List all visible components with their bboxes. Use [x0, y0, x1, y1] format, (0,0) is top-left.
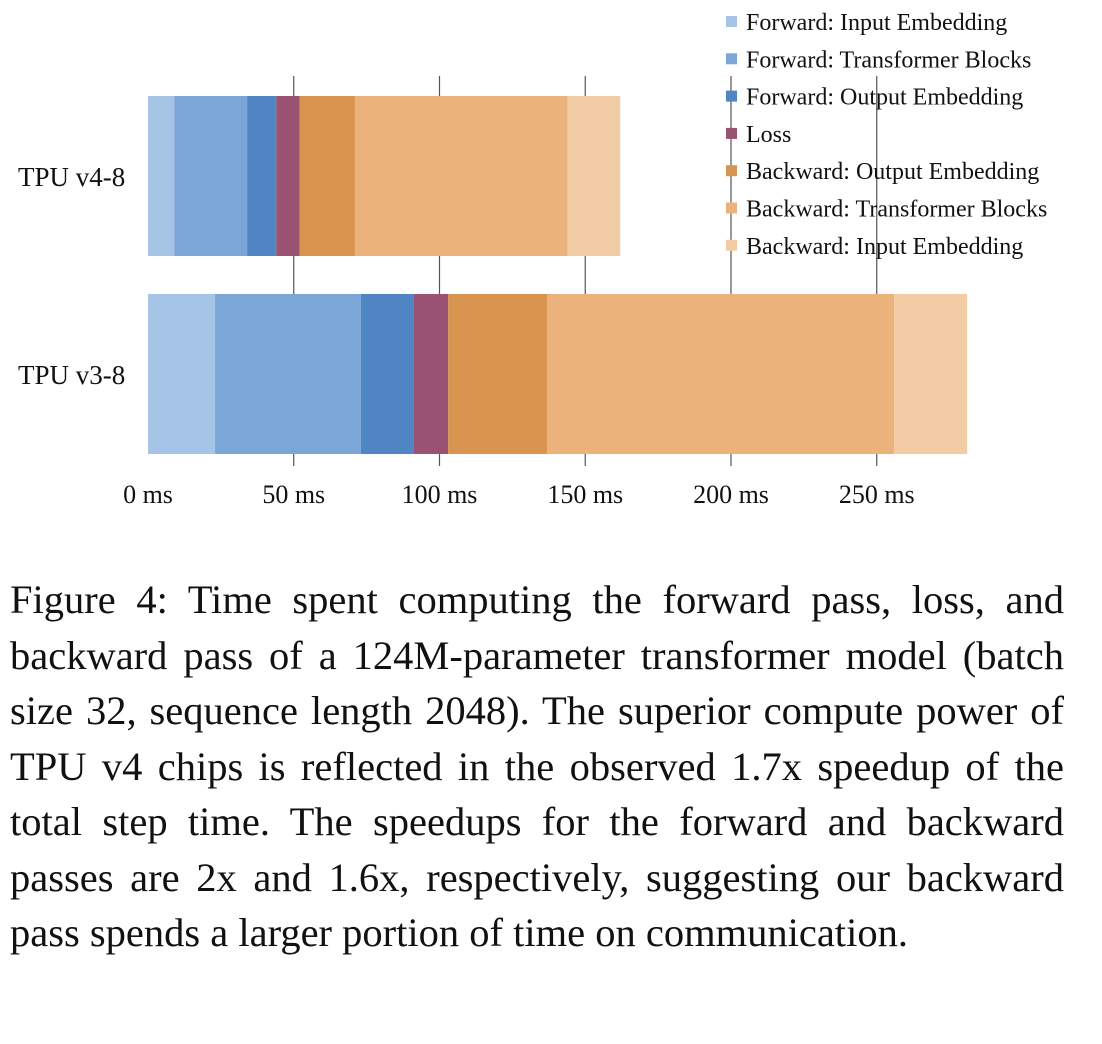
bar-segment	[448, 294, 548, 454]
legend-item: Backward: Input Embedding	[726, 234, 1023, 260]
y-category-label: TPU v3-8	[18, 360, 125, 390]
bar-segment	[174, 96, 248, 256]
bar-segment	[894, 294, 968, 454]
legend-swatch	[726, 53, 737, 65]
bar-segment	[413, 294, 449, 454]
bar-segment	[360, 294, 414, 454]
bar-segment	[148, 294, 216, 454]
bar-segment	[547, 294, 895, 454]
x-tick-label: 100 ms	[402, 480, 478, 509]
y-category-label: TPU v4-8	[18, 162, 125, 192]
x-tick-label: 200 ms	[693, 480, 769, 509]
legend-label: Backward: Transformer Blocks	[746, 197, 1047, 223]
legend-label: Forward: Transformer Blocks	[746, 47, 1031, 73]
legend-label: Forward: Input Embedding	[746, 10, 1007, 36]
legend-swatch	[726, 165, 737, 177]
legend-item: Backward: Output Embedding	[726, 159, 1039, 185]
legend-swatch	[726, 239, 737, 251]
legend-swatch	[726, 16, 737, 27]
legend-item: Forward: Output Embedding	[726, 85, 1023, 111]
legend-label: Backward: Output Embedding	[746, 159, 1039, 185]
stacked-bar-chart: TPU v4-8 TPU v3-8 0 ms 50 ms 100 ms 150 ms 200…	[18, 10, 1047, 509]
bar-segment	[567, 96, 621, 256]
legend-label: Forward: Output Embedding	[746, 85, 1023, 111]
bar-group	[148, 294, 968, 454]
x-tick-label: 0 ms	[123, 480, 173, 509]
legend-label: Loss	[746, 122, 791, 148]
bar-segment	[354, 96, 568, 256]
legend-item: Forward: Input Embedding	[726, 10, 1007, 36]
bar-segment	[215, 294, 361, 454]
x-tick-label: 250 ms	[839, 480, 915, 509]
bar-segment	[299, 96, 355, 256]
bar-segment	[247, 96, 277, 256]
x-tick-label: 50 ms	[262, 480, 325, 509]
legend-label: Backward: Input Embedding	[746, 234, 1023, 260]
legend-swatch	[726, 202, 737, 214]
legend: Forward: Input Embedding Forward: Transfo…	[726, 10, 1047, 260]
legend-item: Backward: Transformer Blocks	[726, 197, 1047, 223]
bar-segment	[148, 96, 175, 256]
bar-segment	[276, 96, 300, 256]
figure-caption: Figure 4: Time spent computing the forwa…	[10, 577, 1064, 955]
legend-item: Forward: Transformer Blocks	[726, 47, 1031, 73]
bar-group	[148, 96, 621, 256]
x-tick-label: 150 ms	[547, 480, 623, 509]
legend-item: Loss	[726, 122, 791, 148]
legend-swatch	[726, 90, 737, 102]
legend-swatch	[726, 127, 737, 139]
